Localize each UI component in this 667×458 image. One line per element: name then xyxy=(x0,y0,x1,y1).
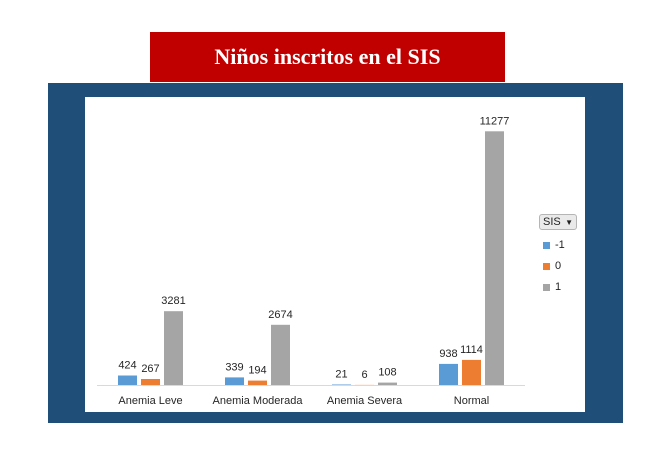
legend-items: -1 0 1 xyxy=(539,239,583,293)
bar-normal-series-1 xyxy=(462,359,481,385)
legend-item: -1 xyxy=(543,239,583,251)
category-label: Normal xyxy=(454,395,489,407)
bar-anemia-leve-series-1 xyxy=(141,379,160,385)
legend-swatch xyxy=(543,283,550,291)
data-label: 938 xyxy=(439,348,457,360)
legend-swatch xyxy=(543,262,550,270)
category-labels-group: Anemia Leve Anemia Moderada Anemia Severa N… xyxy=(118,395,489,407)
data-label: 424 xyxy=(118,360,136,372)
legend-filter-button[interactable]: SIS ▼ xyxy=(539,214,577,230)
bar-anemia-moderada-series-0 xyxy=(225,377,244,385)
category-label: Anemia Moderada xyxy=(213,395,304,407)
bar-anemia-severa-series-0 xyxy=(332,384,351,386)
category-label: Anemia Severa xyxy=(327,395,403,407)
data-label: 1114 xyxy=(460,344,483,356)
data-label: 108 xyxy=(378,367,396,379)
legend-title: SIS xyxy=(543,216,561,228)
chevron-down-icon: ▼ xyxy=(565,217,573,227)
legend-swatch xyxy=(543,241,550,249)
data-label: 339 xyxy=(225,361,243,373)
legend-label: 0 xyxy=(555,260,562,272)
bar-anemia-leve-series-2 xyxy=(164,311,183,385)
data-label: 3281 xyxy=(161,295,185,307)
legend: SIS ▼ -1 0 1 xyxy=(539,214,583,298)
data-labels-group: 424 267 3281 339 194 2674 21 6 108 938 1114 11277 xyxy=(118,115,509,381)
data-label: 11277 xyxy=(480,115,510,127)
bar-anemia-moderada-series-2 xyxy=(271,324,290,385)
bar-normal-series-2 xyxy=(485,131,504,385)
data-label: 6 xyxy=(361,369,367,381)
legend-item: 0 xyxy=(543,260,583,272)
legend-label: -1 xyxy=(555,239,565,251)
data-label: 2674 xyxy=(268,309,292,321)
bar-anemia-moderada-series-1 xyxy=(248,380,267,385)
chart-title: Niños inscritos en el SIS xyxy=(150,32,505,82)
bar-normal-series-0 xyxy=(439,363,458,385)
bar-anemia-leve-series-0 xyxy=(118,375,137,385)
data-label: 194 xyxy=(248,365,266,377)
category-label: Anemia Leve xyxy=(118,395,182,407)
legend-label: 1 xyxy=(555,281,562,293)
bar-chart: 424 267 3281 339 194 2674 21 6 108 938 1114 11277 A… xyxy=(97,115,525,407)
data-label: 267 xyxy=(141,363,159,375)
data-label: 21 xyxy=(335,369,347,381)
legend-item: 1 xyxy=(543,281,583,293)
bar-anemia-severa-series-2 xyxy=(378,382,397,385)
